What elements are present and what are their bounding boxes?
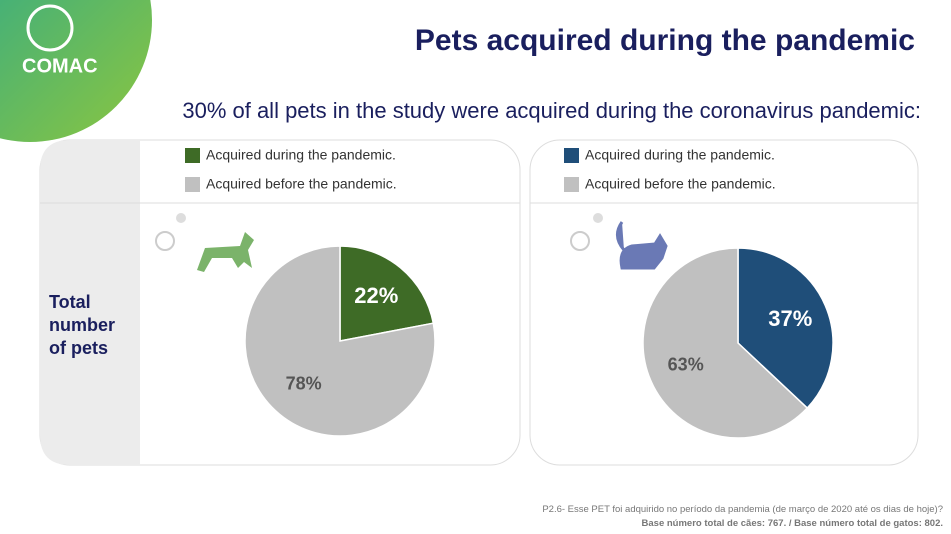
data-label: 63% (668, 354, 704, 374)
pie-slice (244, 245, 436, 437)
virus-icon (570, 231, 590, 251)
title: Pets acquired during the pandemic (414, 24, 915, 57)
footnote-line: Base número total de cães: 767. / Base n… (641, 518, 943, 529)
legend-label: Acquired during the pandemic. (585, 147, 775, 163)
pie-slice (339, 245, 435, 342)
legend-swatch (564, 148, 579, 163)
data-label: 22% (354, 283, 398, 308)
virus-icon (593, 213, 603, 223)
footnote-line: P2.6- Esse PET foi adquirido no período … (542, 504, 943, 515)
pie-slice (642, 247, 809, 439)
subtitle: 30% of all pets in the study were acquir… (182, 98, 921, 123)
dog-icon (197, 232, 254, 272)
row-header (40, 140, 140, 465)
footnote: P2.6- Esse PET foi adquirido no período … (542, 503, 943, 531)
legend-label: Acquired during the pandemic. (206, 147, 396, 163)
legend-label: Acquired before the pandemic. (206, 176, 397, 192)
data-label: 37% (768, 306, 812, 331)
legend-swatch (185, 148, 200, 163)
logo-text: COMAC (22, 55, 98, 77)
cat-icon (616, 221, 668, 270)
row-label: Total number of pets (49, 292, 116, 358)
pie-slice (737, 247, 834, 410)
data-label: 78% (286, 374, 322, 394)
legend-swatch (564, 177, 579, 192)
logo-icon (26, 4, 74, 52)
legend-swatch (185, 177, 200, 192)
logo-bg (0, 0, 152, 142)
virus-icon (155, 231, 175, 251)
legend-label: Acquired before the pandemic. (585, 176, 776, 192)
virus-icon (176, 213, 186, 223)
